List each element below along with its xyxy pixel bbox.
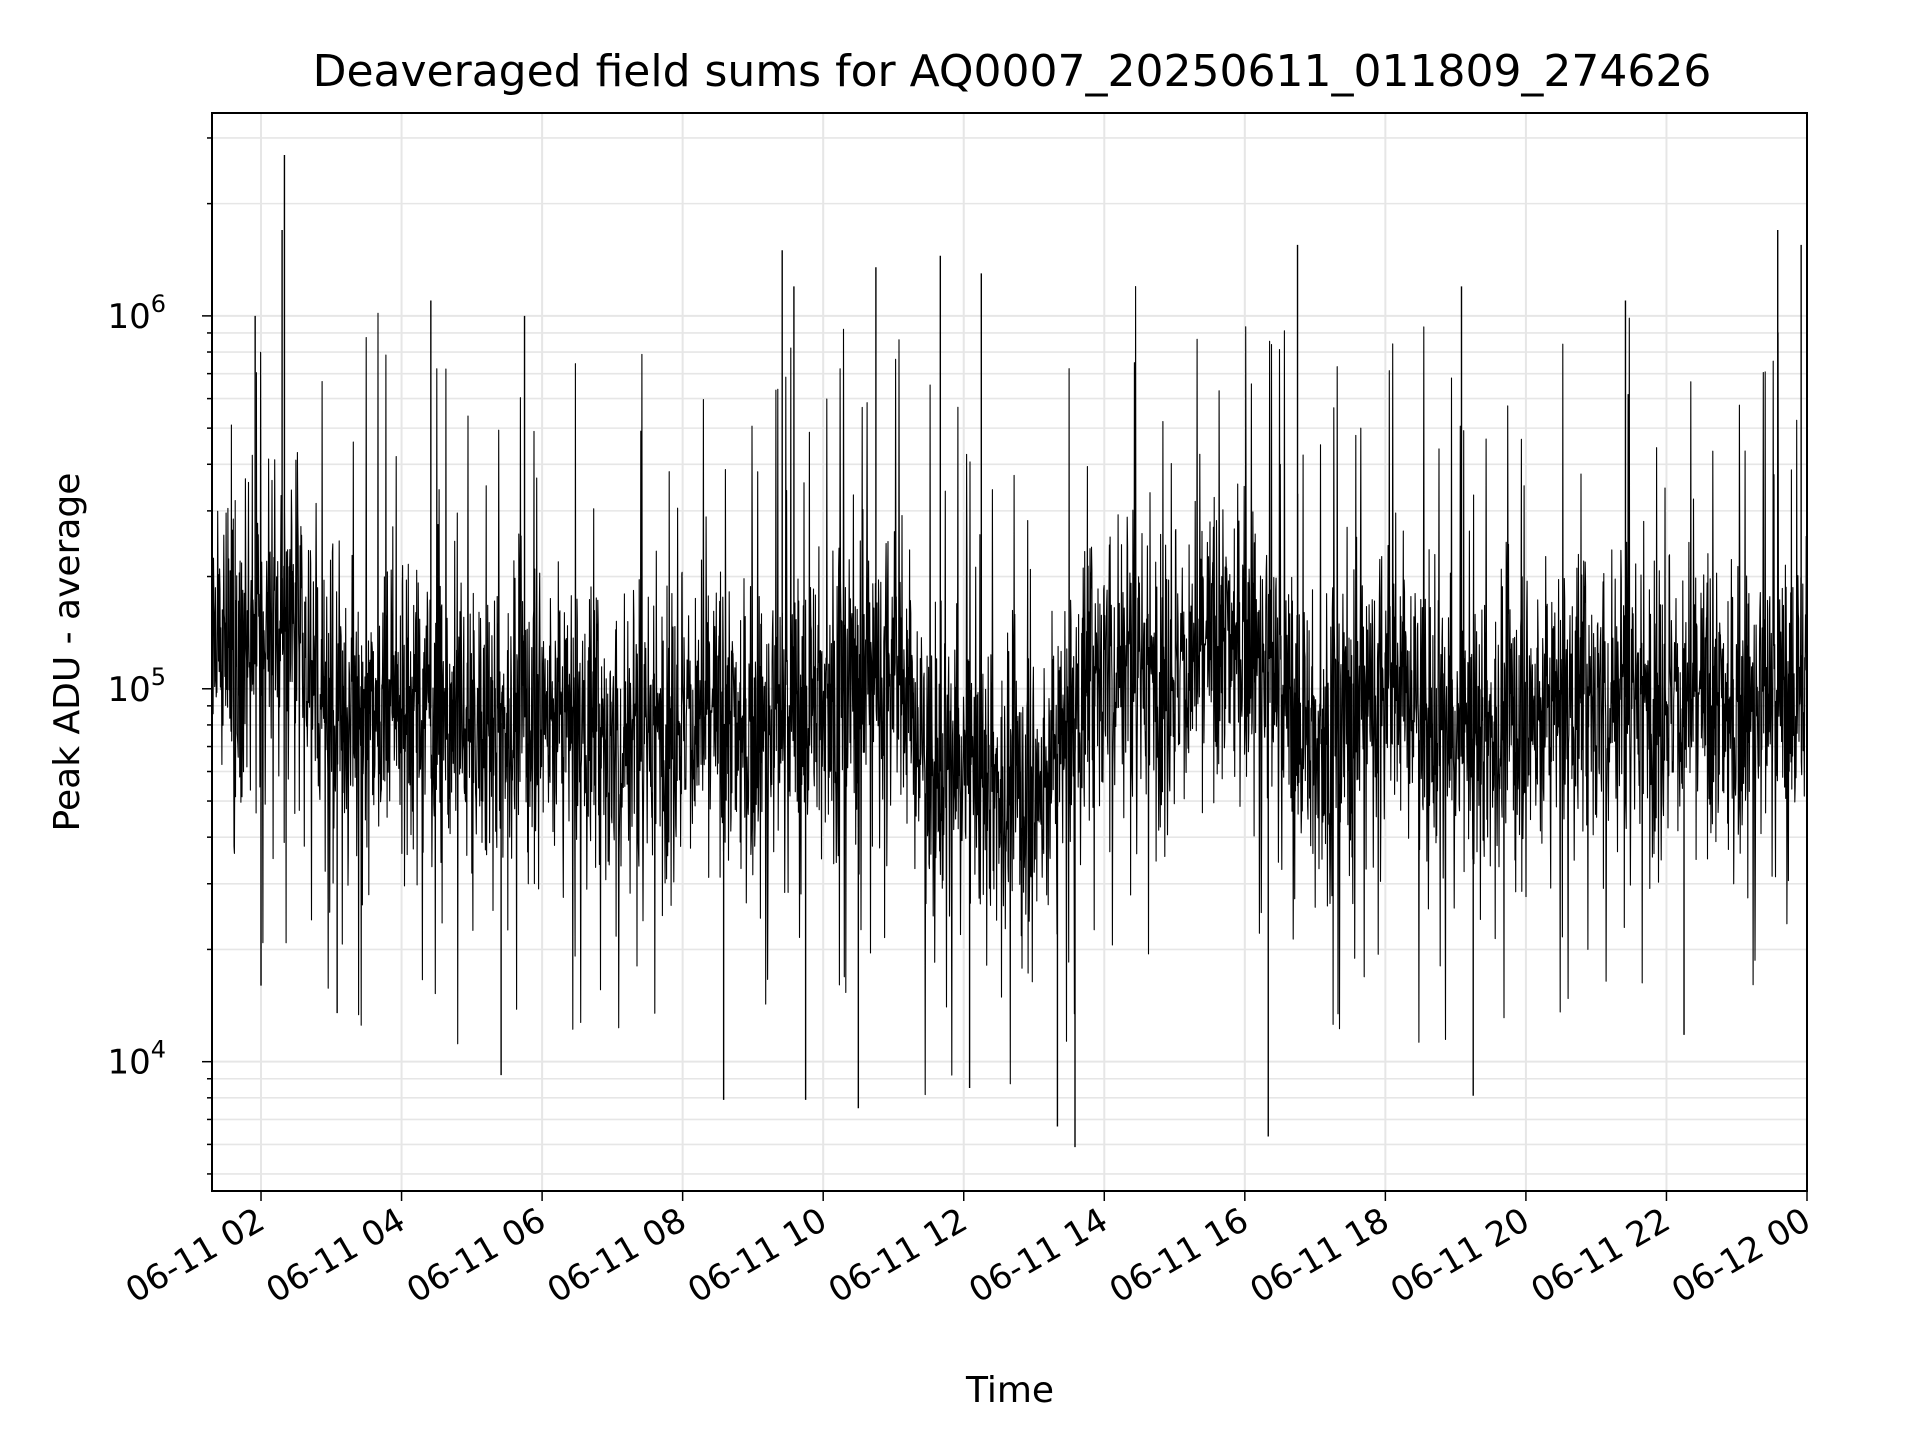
y-axis: 104 105 106 [107, 137, 212, 1175]
x-axis-label: Time [965, 1370, 1054, 1411]
plot-frame [211, 112, 1808, 1192]
y-axis-label: Peak ADU - average [47, 473, 88, 832]
series-line [212, 286, 1807, 1096]
y-tick-label: 105 [107, 663, 166, 710]
chart-title: Deaveraged field sums for AQ0007_2025061… [313, 46, 1712, 97]
series-layer [212, 155, 1807, 1148]
y-tick-label: 104 [107, 1036, 166, 1083]
y-tick-label: 106 [107, 290, 166, 337]
